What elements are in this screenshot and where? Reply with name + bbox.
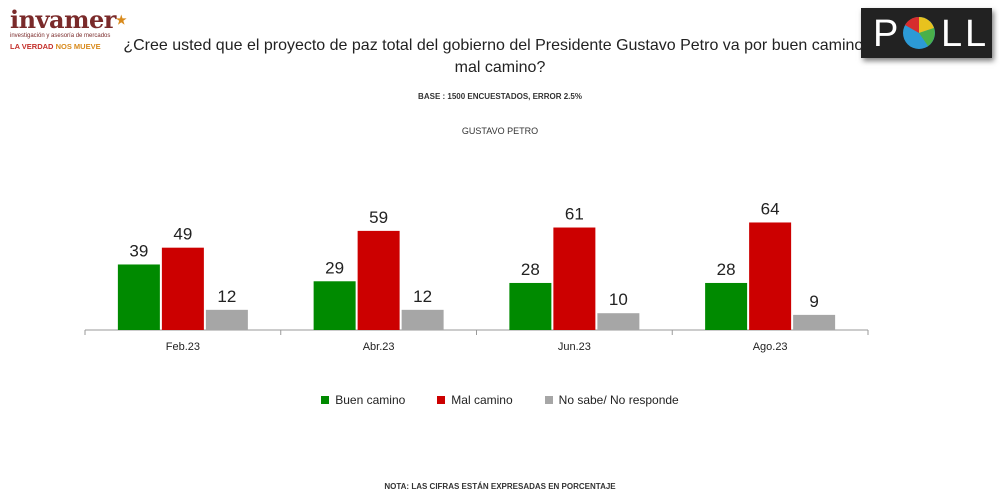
data-label-buen-camino-ago-23: 28 — [717, 260, 736, 279]
legend-swatch-buen-camino — [321, 396, 330, 404]
bar-buen-camino-feb-23 — [117, 264, 160, 330]
data-label-mal-camino-jun-23: 61 — [565, 205, 584, 224]
pie-chart-icon — [903, 16, 935, 49]
bar-no-sabe-feb-23 — [205, 309, 248, 330]
legend-label-no-sabe: No sabe/ No responde — [558, 393, 679, 407]
x-tick-label: Jun.23 — [558, 341, 591, 353]
bar-mal-camino-ago-23 — [749, 222, 792, 330]
bar-no-sabe-abr-23 — [401, 309, 444, 330]
chart-question-title: ¿Cree usted que el proyecto de paz total… — [123, 37, 877, 76]
data-label-no-sabe-ago-23: 9 — [809, 292, 818, 311]
legend-label-buen-camino: Buen camino — [335, 393, 406, 407]
brand-tagline: investigación y asesoría de mercados — [10, 33, 111, 39]
data-label-no-sabe-jun-23: 10 — [609, 290, 628, 309]
bar-mal-camino-abr-23 — [357, 230, 400, 330]
bar-no-sabe-ago-23 — [793, 314, 836, 330]
legend-swatch-no-sabe — [544, 396, 553, 404]
data-label-mal-camino-feb-23: 49 — [173, 225, 192, 244]
poll-logo: P L L — [861, 8, 992, 58]
star-icon: ★ — [115, 13, 127, 27]
chart-subject: GUSTAVO PETRO — [461, 126, 539, 136]
bar-mal-camino-jun-23 — [553, 227, 596, 330]
poll-letter-l2: L — [965, 13, 986, 55]
brand-name: invamer★ — [10, 5, 127, 34]
chart-legend: Buen camino Mal camino No sabe/ No respo… — [0, 393, 1000, 407]
legend-item-buen-camino: Buen camino — [321, 393, 405, 407]
legend-item-no-sabe: No sabe/ No responde — [544, 393, 679, 407]
data-label-buen-camino-jun-23: 28 — [521, 260, 540, 279]
poll-letter-p: P — [873, 13, 898, 55]
bar-no-sabe-jun-23 — [597, 313, 640, 330]
data-label-mal-camino-ago-23: 64 — [761, 199, 780, 218]
data-label-buen-camino-abr-23: 29 — [325, 258, 344, 277]
brand-slogan-b: NOS MUEVE — [55, 42, 101, 51]
brand-slogan-a: LA VERDAD — [10, 42, 54, 51]
bar-buen-camino-jun-23 — [509, 282, 552, 330]
bar-buen-camino-abr-23 — [313, 281, 356, 330]
bar-mal-camino-feb-23 — [161, 247, 204, 330]
brand-slogan: LA VERDAD NOS MUEVE — [10, 42, 120, 51]
poll-letter-l1: L — [941, 13, 962, 55]
legend-item-mal-camino: Mal camino — [437, 393, 513, 407]
data-label-no-sabe-feb-23: 12 — [217, 287, 236, 306]
legend-label-mal-camino: Mal camino — [451, 393, 513, 407]
data-label-buen-camino-feb-23: 39 — [129, 241, 148, 260]
brand-logo: invamer★ investigación y asesoría de mer… — [10, 5, 127, 52]
x-tick-label: Abr.23 — [363, 341, 395, 353]
sample-base: BASE : 1500 ENCUESTADOS, ERROR 2.5% — [418, 92, 582, 101]
data-label-mal-camino-abr-23: 59 — [369, 208, 388, 227]
x-tick-label: Feb.23 — [166, 341, 200, 353]
data-label-no-sabe-abr-23: 12 — [413, 287, 432, 306]
bar-chart: 39 49 12 Feb.23 29 59 12 Abr.23 28 61 10 Jun.23 28 64… — [84, 199, 869, 353]
legend-swatch-mal-camino — [437, 396, 446, 404]
footnote: NOTA: LAS CIFRAS ESTÁN EXPRESADAS EN POR… — [384, 482, 616, 491]
bar-buen-camino-ago-23 — [705, 282, 748, 330]
x-tick-label: Ago.23 — [753, 341, 788, 353]
